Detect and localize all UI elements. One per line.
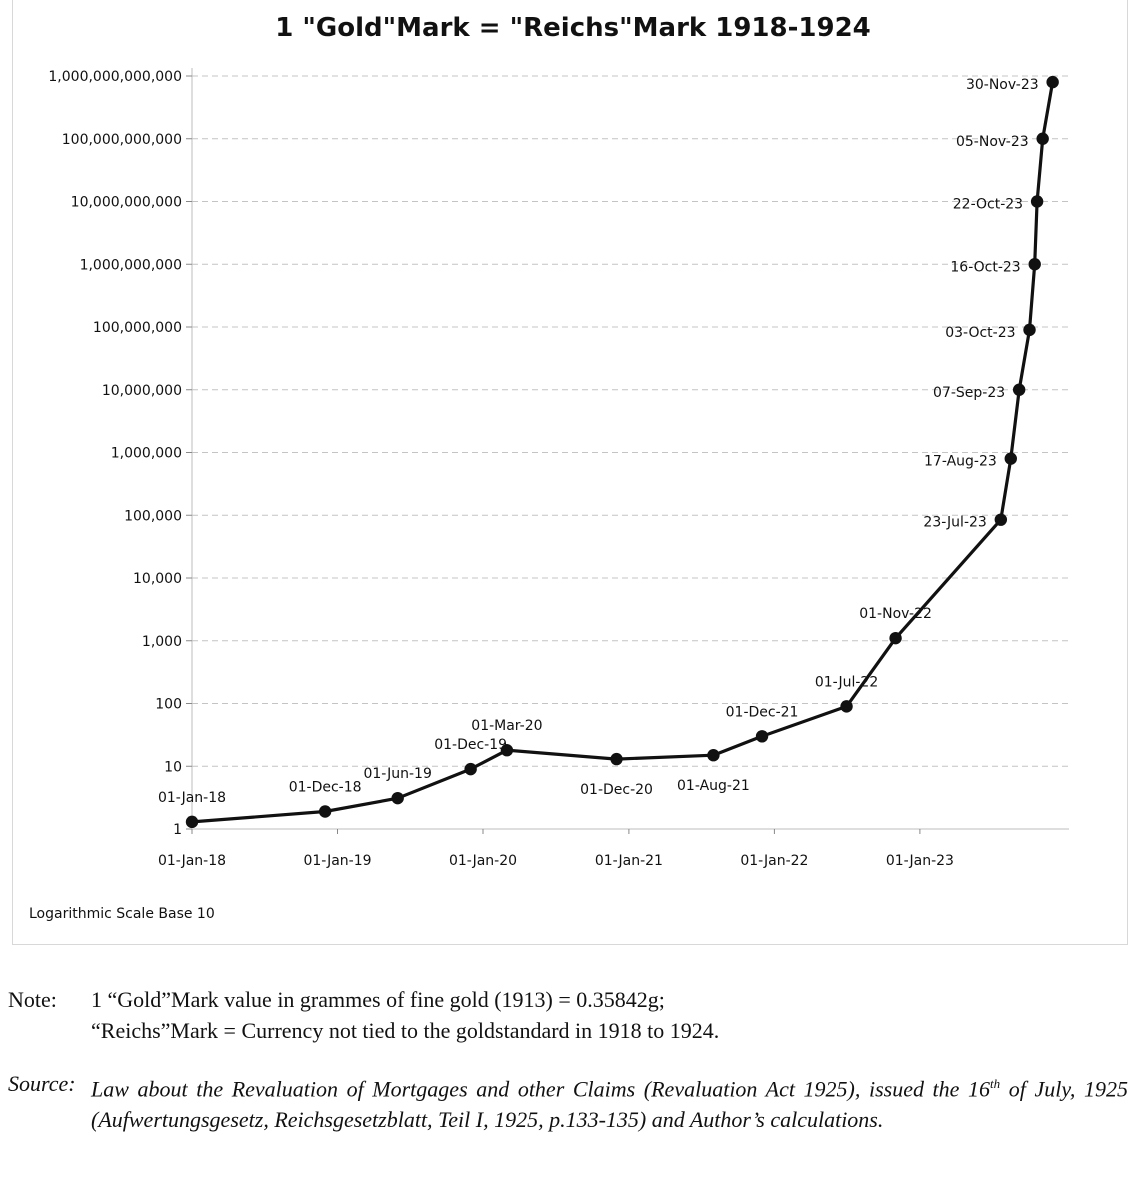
y-tick-label: 10 <box>164 759 182 775</box>
note-line-2: “Reichs”Mark = Currency not tied to the … <box>91 1018 720 1043</box>
series-line <box>191 81 1055 824</box>
y-tick-label: 100,000,000,000 <box>62 132 182 148</box>
y-tick-label: 1,000,000,000 <box>80 257 182 273</box>
data-label: 16-Oct-23 <box>950 259 1020 275</box>
data-point <box>840 700 853 713</box>
data-point <box>1028 258 1041 271</box>
data-point <box>1046 75 1059 89</box>
y-tick-label: 1,000,000 <box>111 446 182 462</box>
gridlines <box>192 75 1069 830</box>
data-label: 01-Nov-22 <box>859 606 932 622</box>
data-point <box>1030 195 1044 208</box>
source-text-end: of July, 1925 (Aufwertungsgesetz, Reichs… <box>91 1076 1128 1133</box>
data-points <box>185 75 1059 829</box>
data-point <box>1023 323 1036 337</box>
data-label: 01-Dec-20 <box>580 782 653 798</box>
y-tick-label: 10,000,000 <box>102 383 182 399</box>
data-point <box>1036 132 1049 145</box>
y-tick-label: 100 <box>155 697 182 713</box>
data-label: 01-Jun-19 <box>363 766 431 782</box>
data-label: 01-Jan-18 <box>158 790 226 806</box>
y-tick-label: 100,000 <box>124 508 182 524</box>
data-label: 01-Dec-19 <box>434 737 507 753</box>
y-tick-label: 10,000,000,000 <box>71 195 182 211</box>
data-label: 30-Nov-23 <box>966 77 1039 93</box>
data-point <box>707 749 720 762</box>
y-axis: 1 10 100 1,000 10,000 100,000 1,000,000 10,000,… <box>48 68 193 838</box>
data-point <box>318 805 332 818</box>
scale-note: Logarithmic Scale Base 10 <box>29 906 215 922</box>
x-axis: 01-Jan-18 01-Jan-19 01-Jan-20 01-Jan-21 01-J… <box>158 828 1069 869</box>
data-label: 23-Jul-23 <box>923 515 986 531</box>
data-label: 05-Nov-23 <box>956 134 1029 150</box>
data-label: 01-Mar-20 <box>471 718 542 734</box>
data-point <box>1012 383 1026 396</box>
data-point <box>755 730 769 743</box>
data-point <box>464 762 477 776</box>
note-body: 1 “Gold”Mark value in grammes of fine go… <box>91 984 1128 1046</box>
data-point <box>1004 452 1017 465</box>
data-label: 17-Aug-23 <box>924 454 997 470</box>
data-label: 01-Jul-22 <box>815 674 878 690</box>
chart-title: 1 "Gold"Mark = "Reichs"Mark 1918-1924 <box>275 13 871 43</box>
y-tick-label: 1,000,000,000,000 <box>48 69 182 85</box>
source-heading: Source: <box>8 1071 76 1096</box>
y-tick-label: 1 <box>173 822 182 838</box>
source-block: Source: Law about the Revaluation of Mor… <box>8 1068 1128 1135</box>
data-point <box>500 744 514 757</box>
data-point <box>391 791 404 805</box>
source-body: Law about the Revaluation of Mortgages a… <box>91 1068 1128 1135</box>
data-label: 01-Aug-21 <box>677 778 750 794</box>
data-label: 01-Dec-18 <box>289 780 362 796</box>
data-label: 03-Oct-23 <box>945 325 1015 341</box>
source-superscript: th <box>990 1076 1001 1091</box>
x-tick-label: 01-Jan-20 <box>449 853 517 869</box>
data-point <box>185 815 199 829</box>
data-label: 07-Sep-23 <box>933 385 1005 401</box>
x-tick-label: 01-Jan-18 <box>158 853 226 869</box>
notes-section: Note: 1 “Gold”Mark value in grammes of f… <box>8 984 1128 1135</box>
chart: 1 "Gold"Mark = "Reichs"Mark 1918-1924 11… <box>29 13 1069 922</box>
data-point <box>889 631 902 645</box>
data-label: 01-Dec-21 <box>726 704 799 720</box>
data-point <box>994 513 1008 526</box>
y-tick-label: 1,000 <box>142 634 182 650</box>
note-line-1: 1 “Gold”Mark value in grammes of fine go… <box>91 987 665 1012</box>
note-block: Note: 1 “Gold”Mark value in grammes of f… <box>8 984 1128 1046</box>
note-heading: Note: <box>8 987 57 1012</box>
y-tick-label: 10,000 <box>133 571 182 587</box>
x-tick-label: 01-Jan-21 <box>595 853 663 869</box>
y-tick-label: 100,000,000 <box>93 320 182 336</box>
data-label: 22-Oct-23 <box>953 197 1023 213</box>
series-line-group <box>191 81 1055 824</box>
data-point <box>610 752 623 766</box>
x-tick-label: 01-Jan-23 <box>886 853 954 869</box>
x-tick-label: 01-Jan-19 <box>303 853 371 869</box>
source-text-start: Law about the Revaluation of Mortgages a… <box>91 1076 991 1102</box>
x-tick-label: 01-Jan-22 <box>740 853 808 869</box>
